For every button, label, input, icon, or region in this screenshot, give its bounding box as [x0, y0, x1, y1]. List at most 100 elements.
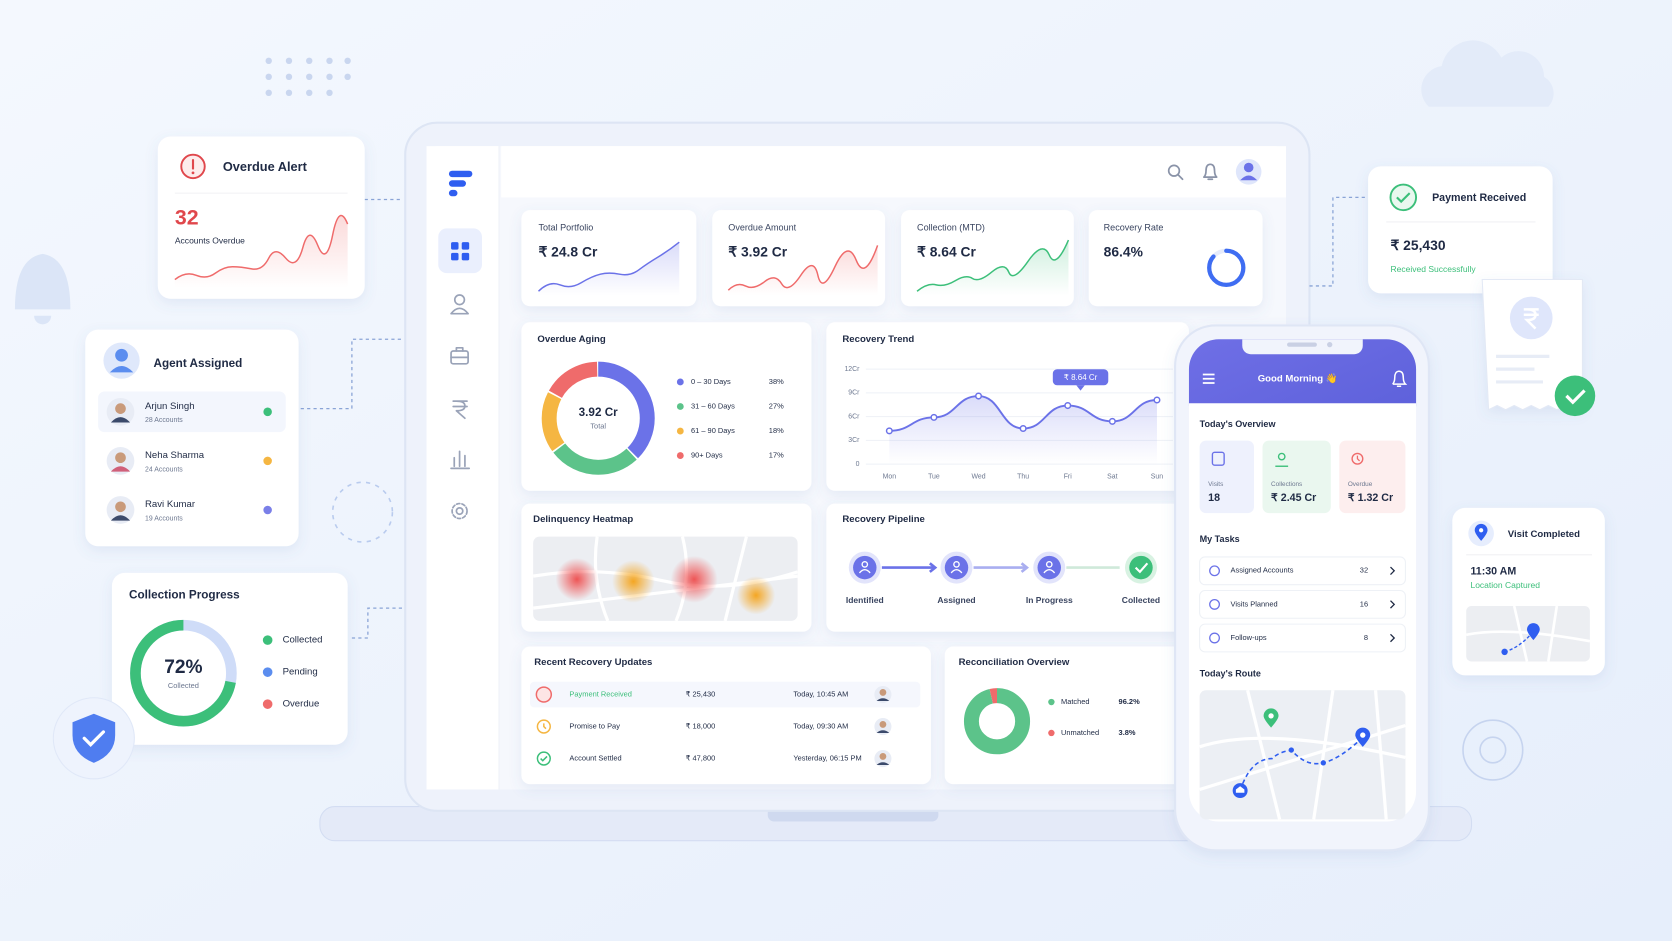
- card-title: Recent Recovery Updates: [534, 657, 652, 668]
- payment-received-card: [1368, 166, 1553, 294]
- value-label: 27%: [769, 401, 784, 410]
- nav-settings[interactable]: [451, 502, 468, 520]
- nav-reports[interactable]: [450, 450, 471, 470]
- trend-point: [1108, 417, 1116, 425]
- mobile-app: [1327, 341, 1333, 348]
- nav-settings[interactable]: [451, 502, 468, 520]
- mobile-notifications[interactable]: [1392, 370, 1408, 387]
- task-row[interactable]: [1199, 623, 1406, 653]
- payment-amount: ₹ 25,430: [1390, 237, 1445, 253]
- recovery-trend-card: Recovery Trend 0 3Cr 6Cr 9Cr 12Cr Mon Tue Wed Th…: [826, 322, 1189, 491]
- nav-dashboard[interactable]: [461, 252, 470, 261]
- nav-agents[interactable]: [453, 294, 466, 306]
- recent-updates-card: [521, 646, 931, 785]
- task-count: 32: [1360, 566, 1368, 575]
- pipeline-stage-icon: [950, 569, 963, 574]
- stat-value: ₹ 2.45 Cr: [1271, 492, 1316, 504]
- legend-label: Overdue: [283, 699, 320, 710]
- agent-avatar: [879, 688, 887, 696]
- legend-dot: [262, 699, 273, 709]
- decoration: [306, 73, 313, 81]
- task-row[interactable]: Assigned Accounts 32: [1199, 556, 1406, 586]
- trend-point: [975, 392, 983, 400]
- search-button[interactable]: [1177, 174, 1184, 181]
- search-button[interactable]: [1167, 164, 1184, 181]
- decoration: [326, 73, 333, 81]
- legend-dot: [262, 667, 273, 677]
- card-title: Overdue Alert: [223, 159, 308, 174]
- pipeline-connector: [881, 562, 1120, 573]
- task-row[interactable]: [1199, 589, 1406, 619]
- decoration: [326, 57, 333, 65]
- progress-caption: Collected: [168, 681, 199, 690]
- card-title: Agent Assigned: [154, 357, 243, 370]
- agent-accounts: 19 Accounts: [145, 515, 183, 522]
- connector: [300, 338, 404, 410]
- visit-completed-card: [1478, 528, 1484, 533]
- route-map: [1360, 732, 1366, 738]
- nav-agents[interactable]: [450, 307, 469, 315]
- nav-portfolio[interactable]: [450, 346, 469, 359]
- nav-reports[interactable]: [450, 450, 471, 470]
- task-count: 16: [1360, 599, 1368, 608]
- x-tick-label: Sun: [1151, 474, 1163, 481]
- task-row[interactable]: Follow-ups 8: [1199, 623, 1406, 653]
- profile-button[interactable]: [1243, 162, 1254, 173]
- task-label: Follow-ups: [1231, 633, 1267, 642]
- legend-label: 90+ Days: [691, 451, 723, 460]
- task-row[interactable]: [1199, 556, 1406, 586]
- donut-center-caption: Total: [590, 422, 606, 431]
- update-label: Payment Received: [569, 690, 632, 699]
- legend-label: 31 – 60 Days: [691, 401, 735, 410]
- decoration: [285, 57, 293, 65]
- logo: [448, 170, 473, 197]
- logo: [448, 180, 466, 187]
- nav-dashboard[interactable]: [451, 242, 459, 250]
- update-time: Today, 10:45 AM: [793, 690, 848, 699]
- notifications-button[interactable]: [1203, 163, 1218, 181]
- nav-dashboard[interactable]: [451, 252, 459, 261]
- status-icon: [536, 719, 551, 734]
- menu-button[interactable]: [1202, 373, 1215, 384]
- nav-collections[interactable]: [452, 400, 468, 420]
- collection-progress-card: Collected Pending Overdue: [262, 635, 323, 710]
- nav-dashboard[interactable]: [438, 228, 482, 274]
- nav-dashboard[interactable]: [461, 242, 470, 250]
- heatmap: [612, 560, 655, 603]
- chevron[interactable]: [1390, 600, 1396, 609]
- agent-assigned-card: [85, 329, 299, 547]
- chevron[interactable]: [1390, 566, 1396, 575]
- notifications-button[interactable]: [1203, 163, 1218, 181]
- receipt: [1554, 375, 1596, 417]
- stat-tile: [1339, 440, 1406, 514]
- agent-assigned-card: Agent Assigned Arjun Singh 28 Accounts Neh…: [85, 329, 299, 547]
- kpi-card: Recovery Rate 86.4%: [1088, 210, 1263, 307]
- heatmap: [532, 536, 799, 622]
- overdue-alert-card: Overdue Alert 32 Accounts Overdue: [157, 136, 365, 299]
- status-icon: [535, 686, 553, 703]
- nav-settings[interactable]: [455, 506, 464, 516]
- nav-portfolio[interactable]: [450, 346, 469, 365]
- mobile-notifications[interactable]: [1392, 370, 1408, 387]
- decoration: [344, 57, 351, 65]
- legend-dot: [676, 427, 684, 435]
- visit-time: 11:30 AM: [1470, 566, 1516, 578]
- x-tick-label: Mon: [883, 474, 897, 481]
- laptop: [501, 146, 1286, 198]
- nav-agents[interactable]: [450, 294, 469, 315]
- nav-dashboard[interactable]: [438, 228, 482, 274]
- decoration: [265, 89, 272, 97]
- search-button[interactable]: [1167, 164, 1181, 177]
- nav-collections[interactable]: [452, 400, 468, 420]
- kpi-value: ₹ 3.92 Cr: [728, 244, 787, 260]
- profile-button[interactable]: [1240, 175, 1258, 181]
- task-row[interactable]: Visits Planned 16: [1199, 589, 1406, 619]
- decoration: [1479, 736, 1507, 764]
- task-icon: [1209, 598, 1220, 610]
- pipeline-stage: Collected: [1122, 595, 1160, 605]
- profile-button[interactable]: [1235, 158, 1262, 185]
- donut-segment: [963, 688, 1031, 755]
- status-icon: [540, 755, 548, 762]
- menu-button[interactable]: [1202, 373, 1215, 384]
- chevron[interactable]: [1390, 633, 1396, 643]
